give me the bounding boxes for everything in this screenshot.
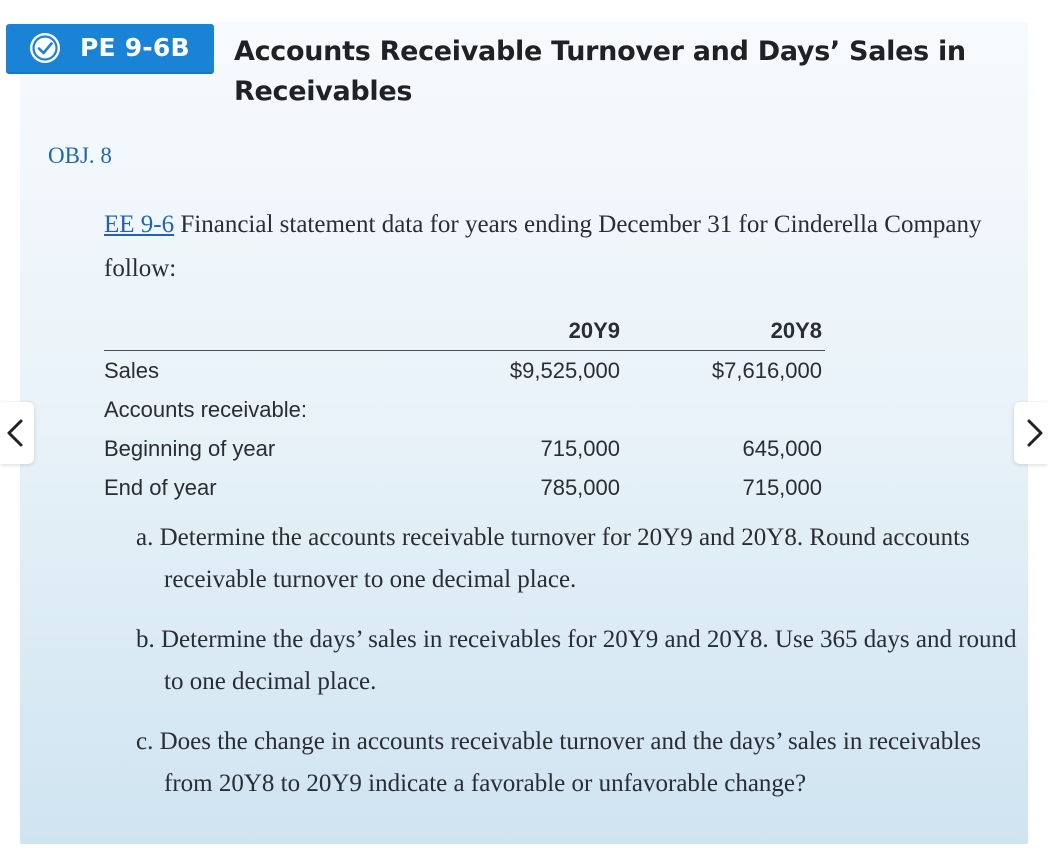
chevron-left-icon bbox=[7, 419, 23, 447]
row-label-beginning: Beginning of year bbox=[104, 436, 276, 461]
column-header-20y9: 20Y9 bbox=[568, 318, 620, 343]
intro-text: Financial statement data for years endin… bbox=[104, 211, 982, 282]
cell-sales-20y9: $9,525,000 bbox=[509, 358, 620, 383]
header-rule bbox=[104, 350, 825, 351]
row-label-accounts-receivable: Accounts receivable: bbox=[104, 397, 307, 422]
cell-beginning-20y9: 715,000 bbox=[540, 436, 620, 461]
previous-button[interactable] bbox=[0, 402, 34, 464]
question-b: b. Determine the days’ sales in receivab… bbox=[136, 626, 1017, 695]
next-button[interactable] bbox=[1014, 402, 1048, 464]
cell-end-20y8: 715,000 bbox=[742, 475, 822, 500]
intro-paragraph: EE 9-6 Financial statement data for year… bbox=[104, 203, 984, 291]
page-title: Accounts Receivable Turnover and Days’ S… bbox=[234, 36, 966, 107]
column-header-20y8: 20Y8 bbox=[770, 318, 822, 343]
cell-end-20y9: 785,000 bbox=[540, 475, 620, 500]
objective-label: OBJ. 8 bbox=[48, 143, 112, 168]
exercise-label: PE 9-6B bbox=[80, 33, 190, 62]
check-circle-icon bbox=[30, 33, 60, 63]
question-c: c. Does the change in accounts receivabl… bbox=[136, 728, 982, 797]
row-label-sales: Sales bbox=[104, 358, 160, 383]
exercise-link[interactable]: EE 9-6 bbox=[104, 211, 175, 238]
cell-beginning-20y8: 645,000 bbox=[742, 436, 822, 461]
content-panel bbox=[20, 22, 1028, 844]
question-a: a. Determine the accounts receivable tur… bbox=[136, 524, 970, 593]
cell-sales-20y8: $7,616,000 bbox=[711, 358, 822, 383]
chevron-right-icon bbox=[1027, 419, 1043, 447]
row-label-end: End of year bbox=[104, 475, 217, 500]
